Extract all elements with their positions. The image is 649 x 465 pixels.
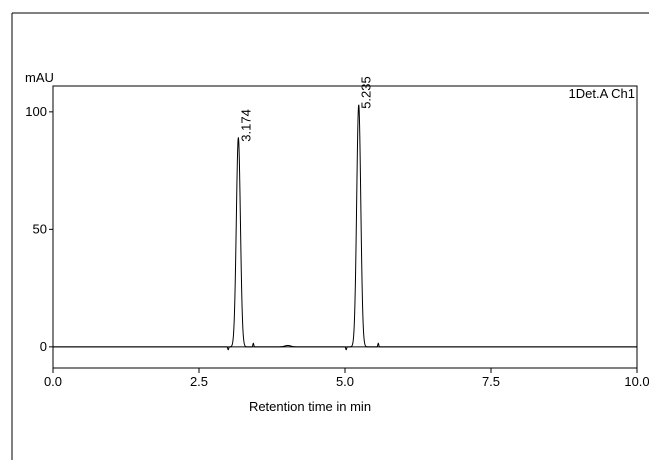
x-tick-label: 7.5	[482, 374, 500, 389]
y-tick-label: 50	[33, 221, 47, 236]
channel-label: 1Det.A Ch1	[569, 86, 636, 101]
y-ticks: 0 50 100	[25, 104, 53, 354]
x-tick-label: 2.5	[190, 374, 208, 389]
y-tick-label: 100	[25, 104, 47, 119]
plot-area	[52, 85, 638, 369]
peak-labels: 3.174 5.235	[238, 76, 373, 141]
x-tick-label: 0.0	[44, 374, 62, 389]
peak-label: 3.174	[238, 109, 253, 142]
x-axis-label: Retention time in min	[249, 399, 371, 414]
peak-label: 5.235	[359, 76, 374, 109]
x-tick-label: 5.0	[336, 374, 354, 389]
y-axis-label: mAU	[25, 70, 54, 85]
y-tick-label: 0	[40, 339, 47, 354]
chromatogram-trace	[53, 104, 637, 351]
x-ticks: 0.0 2.5 5.0 7.5 10.0	[44, 368, 649, 389]
x-tick-label: 10.0	[624, 374, 649, 389]
